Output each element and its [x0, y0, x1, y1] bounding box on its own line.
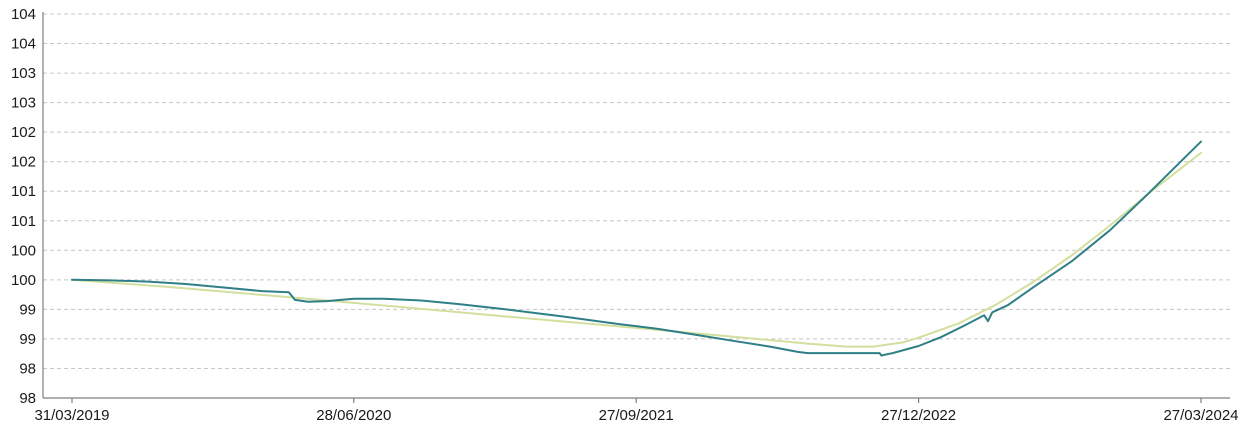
y-tick-label: 98 [19, 360, 36, 377]
y-tick-label: 102 [11, 154, 36, 171]
axes [42, 12, 1230, 403]
y-tick-label: 100 [11, 272, 36, 289]
x-tick-label: 27/12/2022 [881, 407, 956, 424]
x-tick-label: 31/03/2019 [34, 407, 109, 424]
gridlines [43, 13, 1230, 369]
x-tick-label: 27/09/2021 [599, 407, 674, 424]
x-tick-label: 27/03/2024 [1163, 407, 1238, 424]
y-tick-label: 104 [11, 36, 36, 53]
x-tick-label: 28/06/2020 [316, 407, 391, 424]
y-tick-label: 101 [11, 183, 36, 200]
y-tick-label: 99 [19, 331, 36, 348]
y-tick-label: 102 [11, 124, 36, 141]
series-line-2 [71, 151, 1202, 348]
y-tick-label: 103 [11, 95, 36, 112]
y-tick-label: 104 [11, 6, 36, 23]
y-tick-label: 99 [19, 301, 36, 318]
y-tick-label: 100 [11, 242, 36, 259]
y-tick-label: 103 [11, 65, 36, 82]
y-tick-label: 98 [19, 390, 36, 407]
y-tick-label: 101 [11, 213, 36, 230]
series-line-1 [71, 140, 1202, 357]
tick-labels: 98 98 99 99 100 100 101 101 102 102 103 103 104 104 31… [11, 6, 1239, 424]
series-lines [71, 140, 1202, 357]
